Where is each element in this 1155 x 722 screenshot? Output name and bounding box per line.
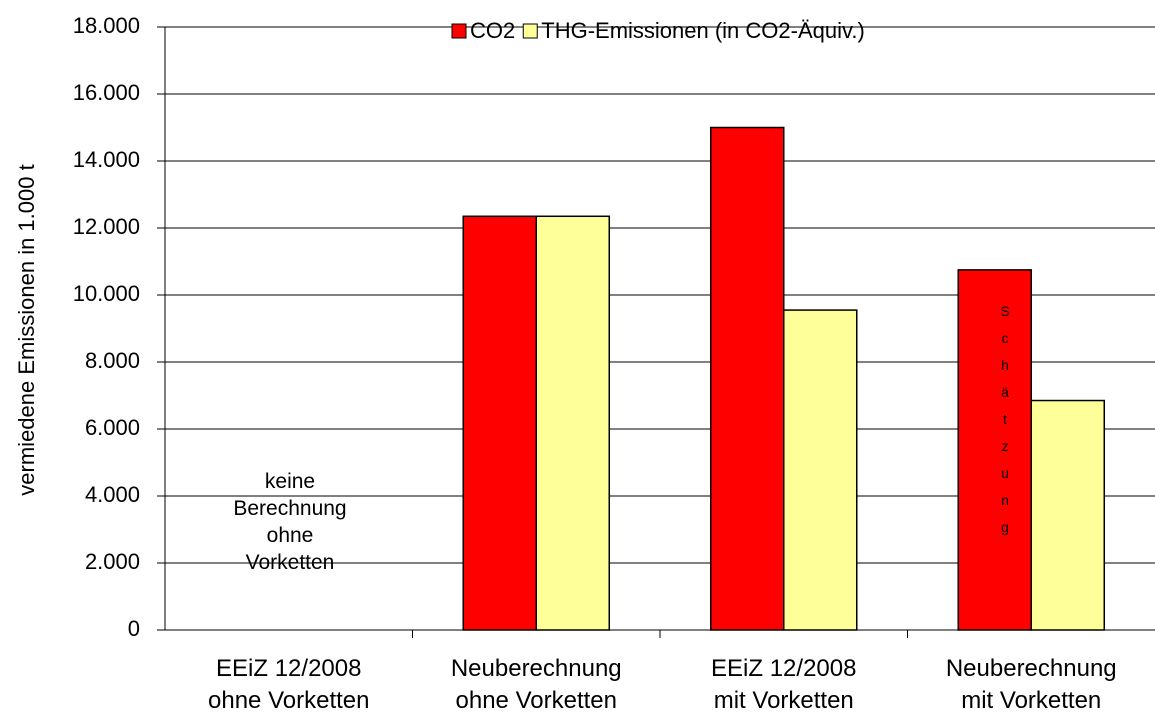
x-tick-label: EEiZ 12/2008 mit Vorketten [711,655,856,714]
legend-label: THG-Emissionen (in CO2-Äquiv.) [541,18,865,43]
y-tick-label: 14.000 [73,147,140,172]
y-tick-label: 6.000 [85,415,140,440]
y-tick-label: 12.000 [73,214,140,239]
x-tick-label: Neuberechnung ohne Vorketten [451,655,622,714]
bar [535,215,611,631]
legend-swatch [451,23,467,39]
bar [957,269,1032,631]
bar [462,215,537,631]
y-tick-label: 8.000 [85,348,140,373]
y-tick-label: 10.000 [73,281,140,306]
legend-label: CO2 [470,18,515,43]
y-tick-label: 4.000 [85,482,140,507]
legend-swatch [522,23,538,39]
annotation: keine Berechnung ohne Vorketten [233,470,346,574]
y-axis-label: vermiedene Emissionen in 1.000 t [14,164,39,495]
x-tick-label: Neuberechnung mit Vorketten [946,655,1117,714]
bar [783,309,858,631]
bar [1030,399,1106,631]
y-tick-label: 0 [128,616,140,641]
y-tick-label: 16.000 [73,80,140,105]
y-tick-label: 18.000 [73,13,140,38]
x-tick-label: EEiZ 12/2008 ohne Vorketten [208,655,369,714]
bar [709,126,785,631]
y-tick-label: 2.000 [85,549,140,574]
